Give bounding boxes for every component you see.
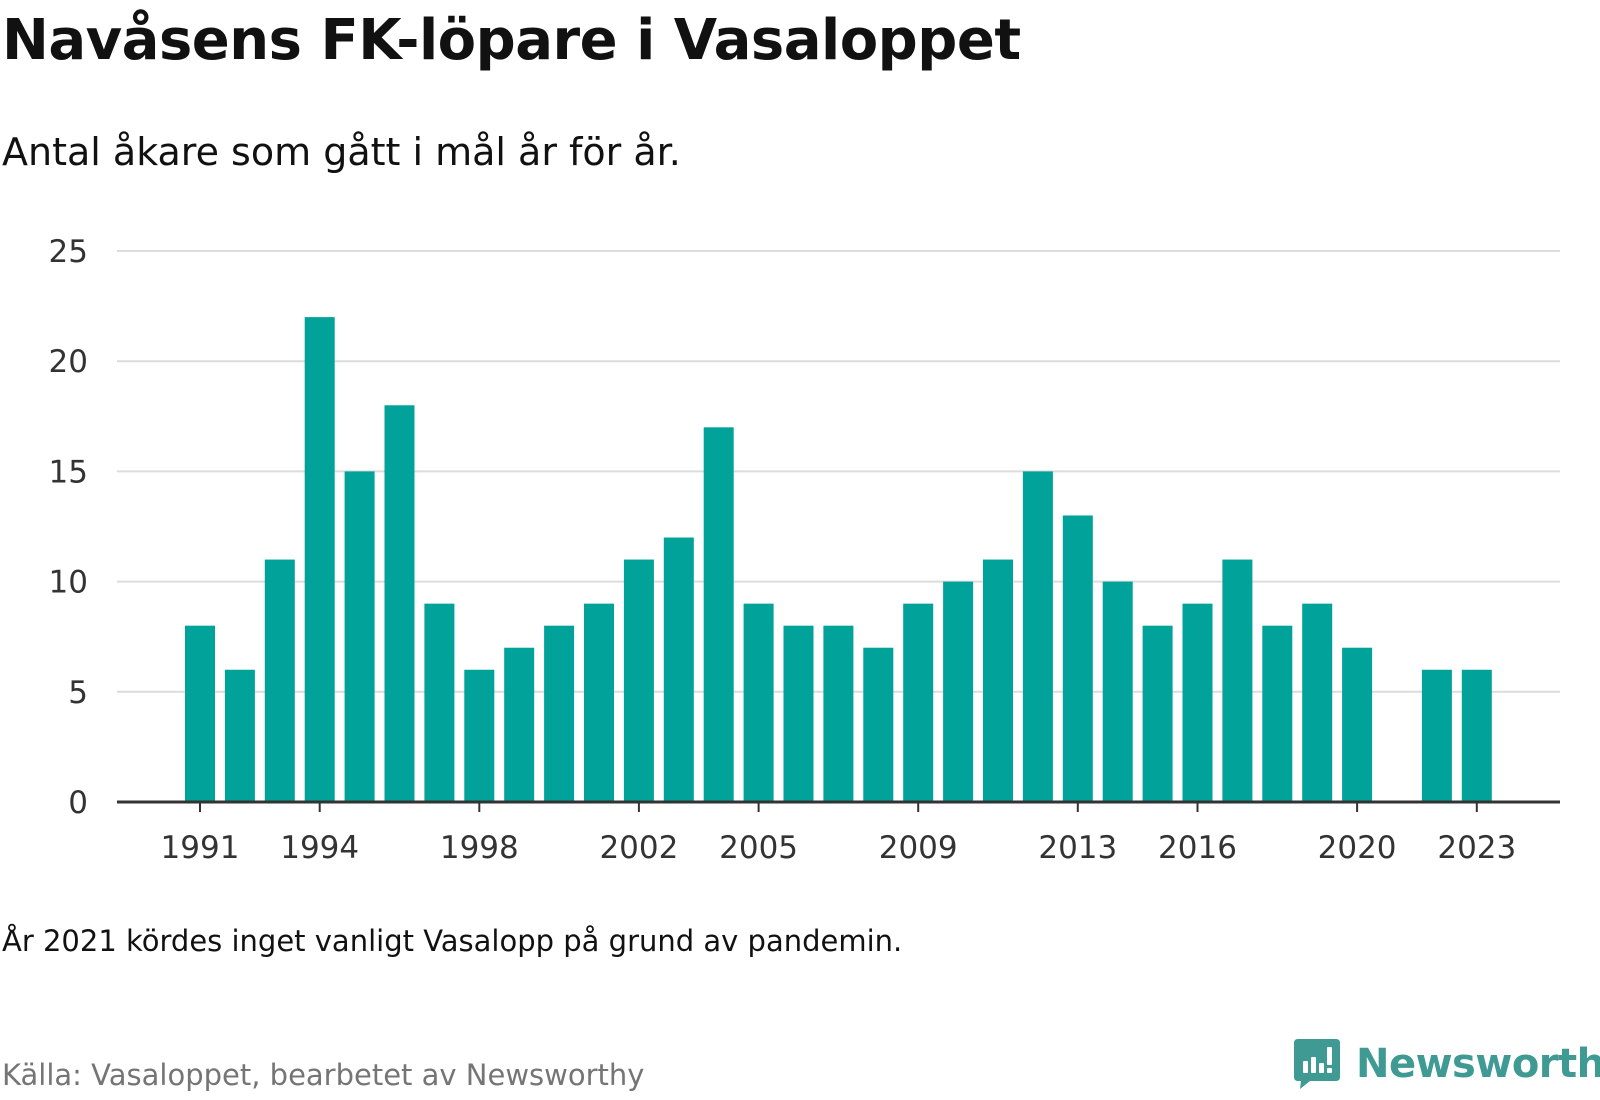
bar-1992	[224, 669, 255, 802]
bar-2009	[903, 603, 934, 802]
x-tick-label: 2002	[599, 830, 678, 860]
bar-2022	[1421, 669, 1452, 802]
x-axis	[117, 800, 1560, 812]
y-tick-label: 15	[49, 454, 88, 490]
bar-2013	[1062, 515, 1093, 802]
bar-2010	[943, 581, 974, 802]
x-tick-label: 2020	[1318, 830, 1397, 860]
chart-note: År 2021 kördes inget vanligt Vasalopp på…	[2, 924, 903, 958]
y-axis-labels: 0 5 10 15 20 25	[49, 234, 88, 821]
y-tick-label: 10	[49, 565, 88, 601]
newsworthy-logo-icon	[1294, 1039, 1340, 1089]
y-tick-label: 0	[68, 785, 88, 821]
bar-2020	[1342, 647, 1373, 802]
bar-1991	[185, 625, 215, 802]
x-tick-label: 1991	[161, 830, 240, 860]
x-tick-label: 2009	[879, 830, 958, 860]
bar-2019	[1302, 603, 1333, 802]
bar-2001	[584, 603, 614, 802]
x-tick-label: 2005	[719, 830, 798, 860]
bar-2014	[1102, 581, 1133, 802]
bar-2012	[1022, 471, 1053, 802]
bar-1997	[424, 603, 455, 802]
brand-name: Newsworthy	[1356, 1041, 1600, 1087]
x-tick-label: 2013	[1038, 830, 1117, 860]
bar-1994	[304, 317, 335, 802]
x-tick-label: 2023	[1437, 830, 1516, 860]
bar-1999	[504, 647, 535, 802]
bar-2015	[1142, 625, 1173, 802]
bar-2008	[863, 647, 894, 802]
bar-2006	[783, 625, 814, 802]
bar-2017	[1222, 559, 1253, 802]
x-tick-label: 1994	[280, 830, 359, 860]
source-credit: Källa: Vasaloppet, bearbetet av Newswort…	[2, 1058, 645, 1092]
bar-1995	[344, 471, 375, 802]
bar-2000	[544, 625, 575, 802]
bar-1996	[384, 405, 415, 802]
bar-2007	[823, 625, 854, 802]
y-tick-label: 5	[68, 675, 88, 711]
bar-1998	[464, 669, 495, 802]
chart-subtitle: Antal åkare som gått i mål år för år.	[2, 130, 681, 174]
bar-2016	[1182, 603, 1213, 802]
chart-title: Navåsens FK-löpare i Vasaloppet	[2, 8, 1021, 73]
bar-2023	[1461, 669, 1492, 802]
newsworthy-brand: Newsworthy	[1292, 1037, 1600, 1091]
bar-2002	[623, 559, 654, 802]
bar-2005	[743, 603, 774, 802]
y-tick-label: 20	[49, 344, 88, 380]
bars	[185, 317, 1492, 802]
x-axis-labels: 1991 1994 1998 2002 2005 2009 2013 2016 2020 2023	[161, 830, 1517, 860]
x-tick-label: 2016	[1158, 830, 1237, 860]
bar-chart: 0 5 10 15 20 25 1991 1994 1998 2002 2005 2009 2013 2…	[49, 234, 1560, 860]
bar-2003	[663, 537, 694, 802]
bar-2004	[703, 427, 734, 802]
bar-2018	[1262, 625, 1293, 802]
x-tick-label: 1998	[440, 830, 519, 860]
bar-1993	[264, 559, 295, 802]
bar-2011	[983, 559, 1013, 802]
y-tick-label: 25	[49, 234, 88, 270]
